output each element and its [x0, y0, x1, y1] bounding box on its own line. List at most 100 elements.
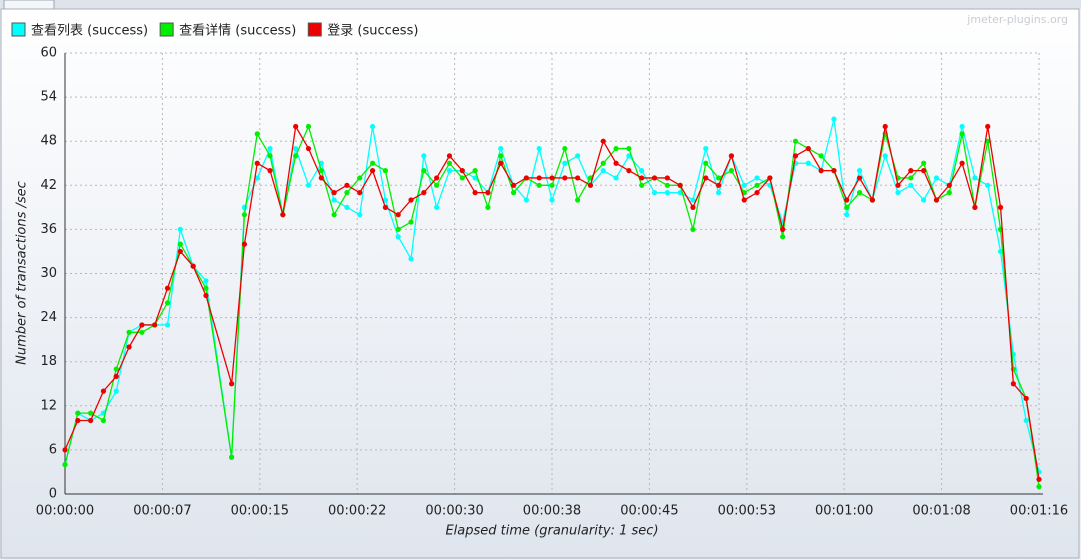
data-point — [1036, 476, 1042, 482]
data-point — [549, 182, 555, 188]
data-point — [88, 417, 94, 424]
data-point — [575, 153, 581, 159]
data-point — [152, 322, 158, 328]
x-tick-label: 00:00:45 — [620, 504, 678, 519]
data-point — [805, 145, 811, 152]
data-point — [293, 153, 299, 159]
data-point — [498, 153, 504, 159]
data-point — [1036, 484, 1042, 490]
data-point — [613, 175, 619, 181]
data-point — [459, 175, 465, 181]
x-tick-label: 00:00:07 — [133, 504, 191, 519]
data-point — [754, 175, 760, 181]
data-point — [446, 168, 453, 174]
data-point — [510, 182, 517, 188]
data-point — [62, 462, 68, 468]
data-point — [254, 131, 260, 137]
data-point — [703, 145, 709, 152]
data-point — [344, 204, 350, 210]
data-point — [562, 175, 568, 181]
data-point — [421, 153, 427, 159]
x-tick-label: 00:00:38 — [523, 504, 581, 519]
data-point — [882, 153, 888, 159]
data-point — [933, 175, 940, 181]
data-point — [664, 182, 670, 188]
data-point — [792, 138, 799, 144]
data-point — [997, 204, 1004, 210]
data-point — [626, 168, 632, 174]
y-tick-label: 24 — [40, 310, 57, 325]
data-point — [88, 410, 94, 416]
data-point — [395, 212, 401, 218]
data-point — [754, 182, 760, 188]
data-point — [229, 454, 235, 460]
data-point — [780, 234, 786, 240]
data-point — [728, 153, 735, 159]
tab-strip — [0, 0, 1081, 9]
data-point — [639, 175, 645, 181]
data-point — [651, 175, 658, 181]
data-point — [856, 168, 863, 174]
data-point — [305, 182, 312, 188]
data-point — [985, 123, 991, 130]
y-tick-label: 18 — [40, 354, 57, 369]
data-point — [575, 175, 581, 181]
data-point — [664, 175, 670, 181]
data-point — [536, 145, 542, 152]
data-point — [357, 212, 363, 218]
data-point — [75, 410, 81, 416]
data-point — [844, 197, 850, 203]
data-point — [241, 212, 248, 218]
data-point — [536, 175, 542, 181]
x-tick-label: 00:01:08 — [912, 504, 970, 519]
data-point — [331, 197, 337, 203]
data-point — [703, 175, 709, 181]
series-line — [64, 124, 1040, 480]
data-point — [126, 329, 132, 335]
data-point — [549, 175, 555, 181]
data-point — [1023, 395, 1029, 402]
data-point — [408, 197, 414, 203]
data-point — [869, 197, 875, 203]
data-point — [882, 123, 888, 130]
data-point — [177, 241, 183, 247]
legend-swatch — [11, 22, 26, 37]
y-tick-label: 0 — [49, 487, 57, 502]
data-point — [241, 241, 248, 247]
data-point — [434, 175, 440, 181]
data-point — [446, 153, 453, 159]
x-tick-label: 00:00:22 — [328, 504, 386, 519]
data-point — [498, 145, 504, 152]
data-point — [690, 204, 696, 210]
data-point — [946, 182, 952, 188]
data-point — [921, 168, 927, 174]
data-point — [126, 344, 132, 350]
data-point — [177, 226, 183, 232]
data-point — [472, 168, 478, 174]
data-point — [267, 145, 273, 152]
data-point — [651, 190, 658, 196]
data-point — [472, 175, 478, 181]
data-point — [908, 168, 914, 174]
y-tick-label: 54 — [40, 90, 57, 105]
data-point — [293, 145, 299, 152]
data-point — [831, 116, 837, 122]
data-point — [459, 168, 465, 174]
data-point — [575, 197, 581, 203]
watermark: jmeter-plugins.org — [966, 13, 1068, 26]
data-point — [754, 190, 760, 196]
data-point — [523, 197, 529, 203]
data-point — [472, 190, 478, 196]
tab[interactable] — [3, 0, 55, 10]
data-point — [523, 175, 529, 181]
data-point — [408, 256, 414, 262]
data-point — [318, 175, 324, 181]
data-point — [716, 175, 722, 181]
data-point — [369, 168, 376, 174]
y-tick-label: 60 — [40, 46, 57, 61]
data-point — [741, 197, 747, 203]
y-axis-label: Number of transactions /sec — [15, 181, 30, 365]
data-point — [113, 373, 119, 379]
data-point — [113, 388, 119, 394]
